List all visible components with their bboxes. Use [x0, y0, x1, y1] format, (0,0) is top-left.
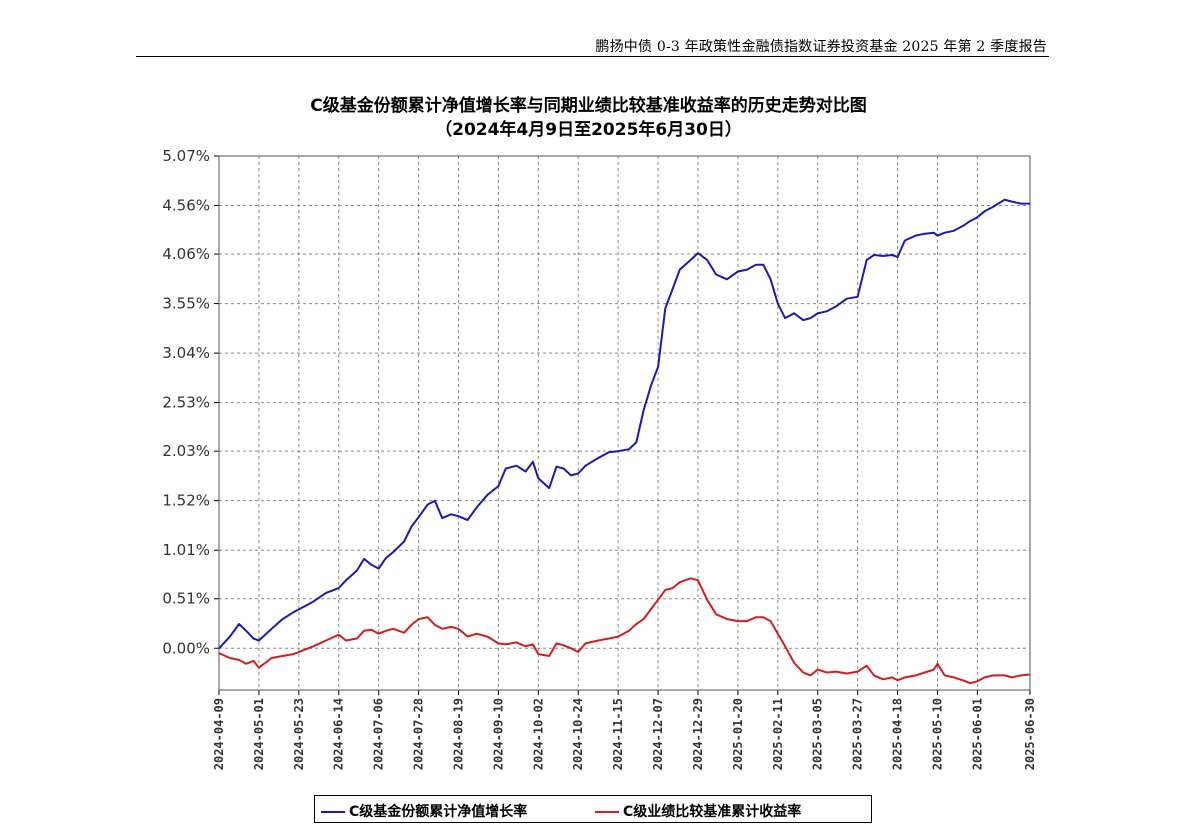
y-tick-label: 3.04% [162, 344, 210, 362]
chart-legend: C级基金份额累计净值增长率 C级业绩比较基准累计收益率 [314, 795, 872, 823]
page-header: 鹏扬中债 0-3 年政策性金融债指数证券投资基金 2025 年第 2 季度报告 [136, 34, 1049, 57]
y-tick-label: 2.03% [162, 442, 210, 460]
x-tick-label: 2025-03-05 [811, 698, 825, 770]
x-tick-label: 2025-02-11 [771, 698, 785, 770]
legend-item-benchmark: C级业绩比较基准累计收益率 [595, 801, 801, 821]
plot-border [218, 155, 1031, 691]
x-tick-label: 2025-05-10 [930, 698, 944, 770]
y-tick-label: 4.56% [162, 197, 210, 215]
x-tick-label: 2025-06-30 [1023, 698, 1037, 770]
chart-title: C级基金份额累计净值增长率与同期业绩比较基准收益率的历史走势对比图 [310, 96, 867, 116]
x-tick-label: 2024-05-01 [252, 698, 266, 770]
legend-swatch-red [595, 811, 619, 813]
x-tick-label: 2024-12-29 [691, 698, 705, 770]
x-tick-label: 2024-04-09 [212, 698, 226, 770]
x-tick-label: 2024-12-07 [651, 698, 665, 770]
legend-label-nav: C级基金份额累计净值增长率 [349, 804, 528, 820]
x-tick-label: 2024-05-23 [292, 698, 306, 770]
x-tick-label: 2024-08-19 [451, 698, 465, 770]
x-tick-label: 2024-10-02 [531, 698, 545, 770]
y-tick-label: 1.01% [162, 541, 210, 559]
x-tick-label: 2024-11-15 [611, 698, 625, 770]
chart-subtitle: （2024年4月9日至2025年6月30日） [435, 120, 742, 140]
y-tick-label: 1.52% [162, 492, 210, 510]
x-tick-label: 2024-07-28 [412, 698, 426, 770]
x-tick-label: 2025-06-01 [970, 698, 984, 770]
series-line-benchmark [218, 577, 1031, 685]
y-tick-label: 5.07% [162, 147, 210, 165]
plot-area [219, 156, 1030, 690]
x-tick-label: 2024-10-24 [571, 698, 585, 770]
y-tick-label: 0.51% [162, 590, 210, 608]
y-tick-label: 0.00% [162, 639, 210, 657]
x-tick-label: 2025-01-20 [731, 698, 745, 770]
page-header-text: 鹏扬中债 0-3 年政策性金融债指数证券投资基金 2025 年第 2 季度报告 [595, 39, 1047, 55]
y-tick-label: 3.55% [162, 295, 210, 313]
x-tick-label: 2025-04-18 [891, 698, 905, 770]
legend-item-nav: C级基金份额累计净值增长率 [321, 801, 527, 821]
x-tick-label: 2024-07-06 [372, 698, 386, 770]
legend-swatch-blue [321, 811, 345, 813]
x-tick-label: 2024-09-10 [491, 698, 505, 770]
y-tick-label: 4.06% [162, 245, 210, 263]
legend-label-benchmark: C级业绩比较基准累计收益率 [623, 804, 802, 820]
x-tick-label: 2025-03-27 [851, 698, 865, 770]
series-line-nav [218, 198, 1030, 649]
y-tick-label: 2.53% [162, 394, 210, 412]
x-tick-label: 2024-06-14 [332, 698, 346, 770]
